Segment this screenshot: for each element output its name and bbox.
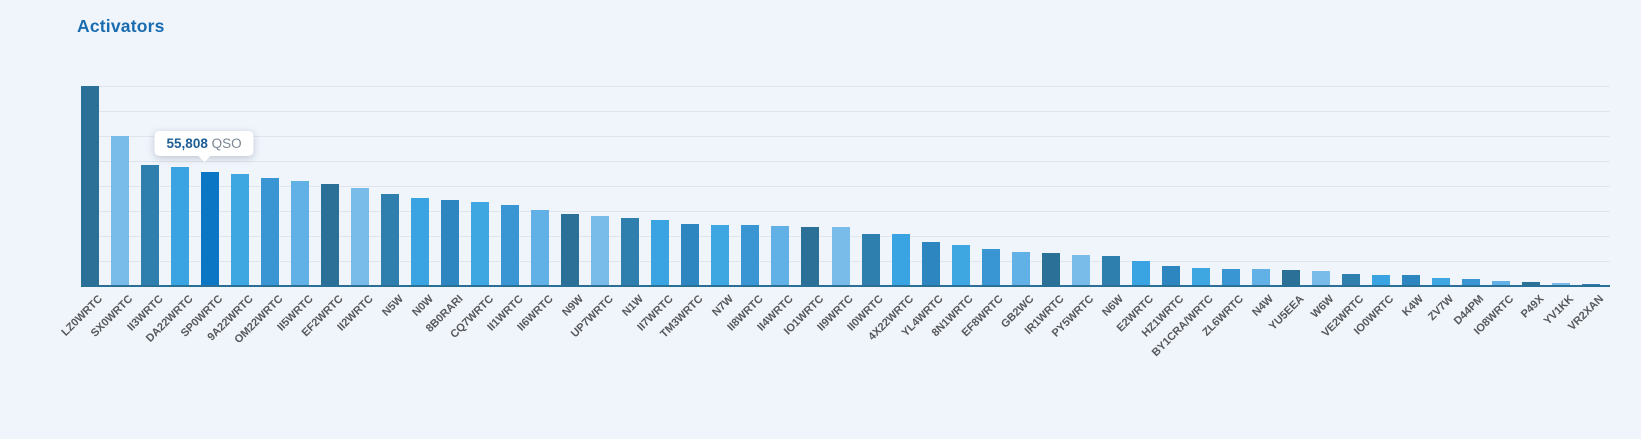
bar-K4W[interactable] [1401, 275, 1420, 286]
tooltip-value: 55,808 [166, 136, 208, 151]
bar-II8WRTC[interactable] [741, 225, 760, 286]
bar-LZ0WRTC[interactable] [81, 86, 99, 286]
bar-N7W[interactable] [711, 225, 730, 286]
bar-II4WRTC[interactable] [771, 226, 790, 286]
bar-N9W[interactable] [561, 214, 580, 286]
x-axis-label-N6W: N6W [1100, 293, 1127, 319]
tooltip-unit: QSO [211, 136, 242, 151]
bar-8B0RARI[interactable] [441, 200, 460, 286]
bar-8N1WRTC[interactable] [951, 245, 970, 286]
x-axis-label-N5W: N5W [379, 293, 406, 319]
x-axis-label-N4W: N4W [1250, 293, 1277, 319]
bar-E2WRTC[interactable] [1131, 261, 1150, 286]
bar-4X22WRTC[interactable] [891, 234, 910, 286]
tooltip-arrow [198, 156, 211, 162]
bar-II6WRTC[interactable] [531, 210, 550, 286]
x-axis-label-N7W: N7W [710, 293, 736, 319]
bar-II9WRTC[interactable] [831, 227, 850, 286]
x-axis-label-W6W: W6W [1308, 293, 1337, 321]
bar-II1WRTC[interactable] [501, 205, 520, 286]
bar-IO0WRTC[interactable] [1371, 275, 1390, 286]
bar-BY1CRA/WRTC[interactable] [1191, 268, 1210, 286]
gridline [81, 211, 1610, 212]
bar-OM22WRTC[interactable] [261, 178, 280, 286]
bar-CQ7WRTC[interactable] [471, 202, 490, 286]
bar-IR1WRTC[interactable] [1041, 253, 1060, 286]
gridline [81, 111, 1610, 112]
x-axis-label-N9W: N9W [560, 293, 586, 319]
bar-II2WRTC[interactable] [351, 188, 370, 286]
bar-N0W[interactable] [411, 198, 430, 286]
x-axis-label-N0W: N0W [409, 293, 436, 319]
gridline [81, 136, 1610, 137]
bar-PY5WRTC[interactable] [1071, 255, 1090, 286]
bar-YV1KK[interactable] [1551, 283, 1570, 286]
x-axis-label-K4W: K4W [1400, 293, 1427, 319]
bar-VE2WRTC[interactable] [1341, 274, 1360, 286]
bar-TM3WRTC[interactable] [681, 224, 700, 286]
bar-EF2WRTC[interactable] [321, 184, 340, 286]
bar-SX0WRTC[interactable] [111, 136, 130, 286]
bar-W6W[interactable] [1311, 271, 1330, 286]
bar-9A22WRTC[interactable] [231, 174, 250, 286]
bar-N1W[interactable] [621, 218, 640, 286]
bar-ZL6WRTC[interactable] [1221, 269, 1240, 286]
gridline [81, 186, 1610, 187]
bar-UP7WRTC[interactable] [591, 216, 610, 286]
x-axis-label-N1W: N1W [620, 293, 646, 319]
chart-title: Activators [77, 16, 165, 36]
tooltip: 55,808 QSO [154, 131, 254, 162]
bar-N6W[interactable] [1101, 256, 1120, 286]
bar-ZV7W[interactable] [1431, 278, 1450, 286]
bar-N4W[interactable] [1251, 269, 1270, 286]
gridline [81, 86, 1610, 87]
bar-IO1WRTC[interactable] [801, 227, 820, 286]
bar-GB2WC[interactable] [1011, 252, 1030, 286]
bar-SP0WRTC[interactable] [201, 172, 220, 286]
bar-II5WRTC[interactable] [291, 181, 310, 286]
bar-EF8WRTC[interactable] [981, 249, 1000, 286]
bar-P49X[interactable] [1521, 282, 1540, 286]
gridline [81, 161, 1610, 162]
bar-IO8WRTC[interactable] [1491, 281, 1510, 286]
bar-D44PM[interactable] [1461, 279, 1480, 286]
bar-II0WRTC[interactable] [861, 234, 880, 286]
bar-YU5EEA[interactable] [1281, 270, 1300, 286]
bar-N5W[interactable] [381, 194, 400, 286]
bar-HZ1WRTC[interactable] [1161, 266, 1180, 286]
bar-II7WRTC[interactable] [651, 220, 670, 286]
bar-II3WRTC[interactable] [141, 165, 160, 286]
x-axis-line [81, 285, 1610, 287]
bar-YL4WRTC[interactable] [921, 242, 940, 286]
bar-DA22WRTC[interactable] [171, 167, 190, 286]
